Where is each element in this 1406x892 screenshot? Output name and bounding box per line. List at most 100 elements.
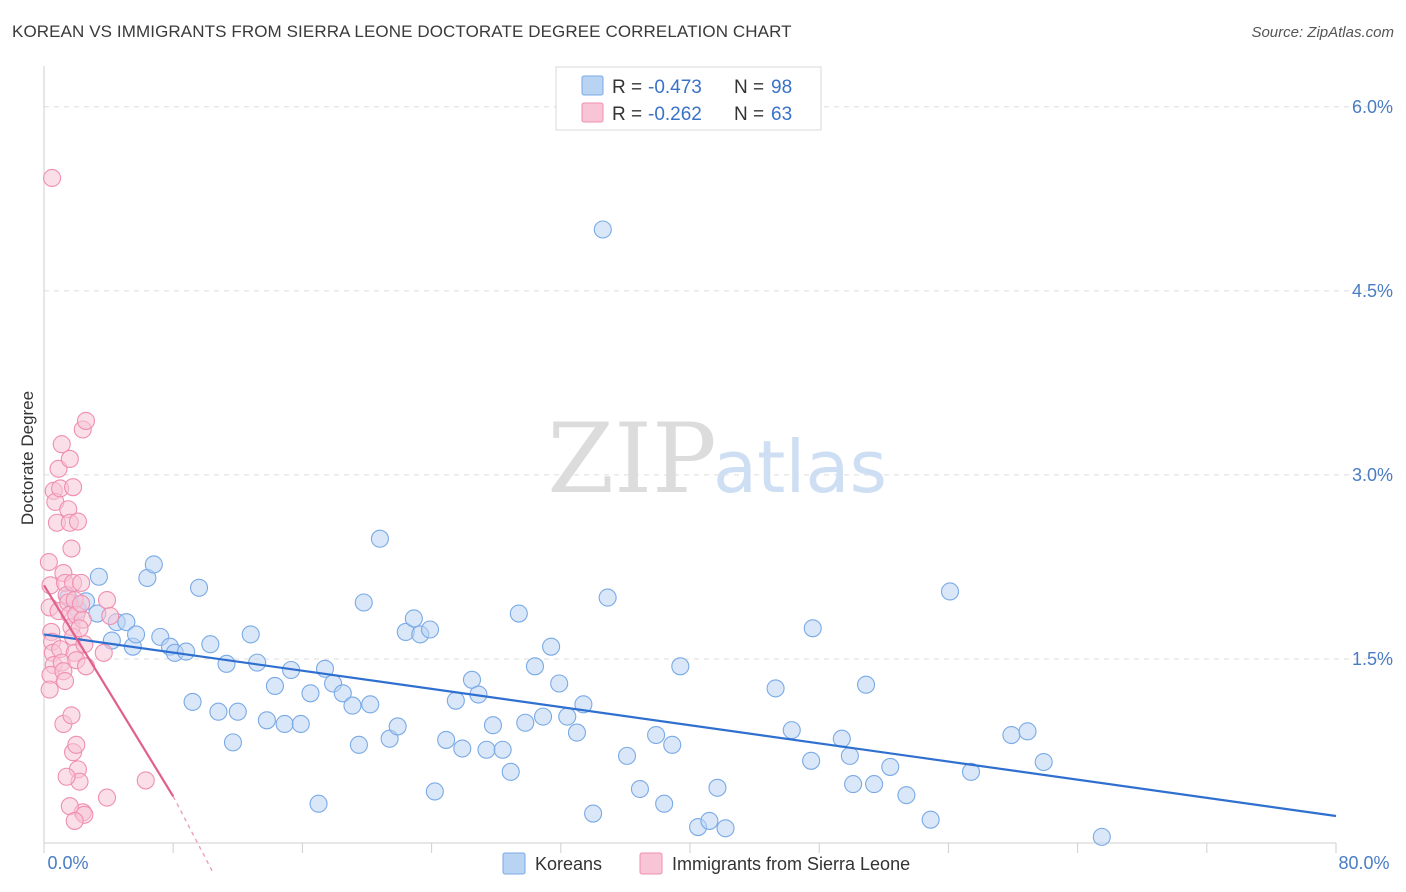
- point-koreans: [228, 702, 247, 721]
- point-koreans: [663, 735, 682, 754]
- point-koreans: [437, 730, 456, 749]
- legend-r-value: -0.262: [648, 104, 702, 125]
- point-sierra-leone: [64, 478, 83, 497]
- point-sierra-leone: [39, 552, 58, 572]
- point-koreans: [477, 740, 496, 759]
- point-koreans: [388, 717, 407, 736]
- bottom-legend-koreans: Koreans: [535, 854, 602, 874]
- point-koreans: [420, 620, 440, 639]
- point-koreans: [333, 684, 352, 703]
- point-sierra-leone: [43, 168, 62, 188]
- watermark: ZIP atlas: [547, 403, 887, 515]
- point-koreans: [630, 779, 649, 799]
- point-koreans: [493, 740, 512, 759]
- point-sierra-leone: [52, 435, 71, 454]
- point-koreans: [309, 794, 328, 813]
- point-koreans: [897, 786, 916, 805]
- point-sierra-leone: [76, 657, 96, 676]
- bottom-legend-sierra-leone: Immigrants from Sierra Leone: [672, 854, 910, 874]
- tick-labels: 1.5% 3.0% 4.5% 6.0% 0.0% 80.0%: [47, 97, 1393, 873]
- point-sierra-leone: [67, 735, 86, 754]
- point-koreans: [301, 684, 320, 703]
- point-koreans: [349, 735, 368, 754]
- point-koreans: [766, 679, 785, 698]
- trend-line-sierra-leone-extension: [172, 796, 215, 874]
- point-koreans: [671, 657, 690, 676]
- point-koreans: [343, 696, 362, 715]
- point-sierra-leone: [101, 606, 120, 626]
- point-koreans: [144, 555, 163, 574]
- point-koreans: [558, 707, 577, 726]
- point-sierra-leone: [40, 680, 59, 699]
- point-koreans: [647, 725, 666, 745]
- point-sierra-leone: [62, 706, 81, 725]
- point-koreans: [803, 619, 822, 638]
- legend-swatch-sierra-leone: [581, 102, 604, 123]
- chart-title: KOREAN VS IMMIGRANTS FROM SIERRA LEONE D…: [12, 22, 792, 41]
- point-koreans: [802, 751, 821, 770]
- point-koreans: [1002, 725, 1021, 745]
- point-koreans: [354, 593, 373, 612]
- point-koreans: [257, 711, 276, 730]
- point-koreans: [201, 635, 220, 654]
- point-sierra-leone: [55, 671, 75, 691]
- trend-line-sierra-leone: [43, 584, 175, 797]
- point-koreans: [89, 567, 108, 586]
- points-layer: [39, 168, 1111, 846]
- point-koreans: [865, 775, 884, 794]
- point-koreans: [708, 778, 727, 797]
- y-tick-label: 3.0%: [1352, 465, 1393, 485]
- point-sierra-leone: [94, 643, 113, 662]
- point-sierra-leone: [60, 449, 79, 469]
- point-koreans: [921, 810, 940, 829]
- point-koreans: [881, 757, 900, 776]
- y-tick-label: 4.5%: [1352, 281, 1393, 301]
- point-koreans: [291, 714, 310, 734]
- legend-box: R = -0.473 N = 98 R = -0.262 N = 63: [555, 66, 822, 131]
- point-koreans: [617, 746, 637, 765]
- point-koreans: [856, 675, 876, 694]
- legend-n-label: N =: [734, 77, 764, 98]
- point-koreans: [241, 625, 260, 644]
- point-koreans: [598, 588, 617, 607]
- point-koreans: [940, 582, 960, 601]
- legend-r-value: -0.473: [648, 77, 702, 98]
- point-koreans: [404, 609, 423, 628]
- point-koreans: [567, 723, 587, 742]
- point-koreans: [483, 716, 503, 735]
- bottom-legend: Koreans Immigrants from Sierra Leone: [502, 852, 910, 875]
- point-koreans: [1018, 722, 1037, 741]
- point-koreans: [516, 713, 535, 732]
- point-sierra-leone: [136, 771, 155, 790]
- gridlines: [44, 106, 1394, 660]
- point-koreans: [550, 674, 569, 693]
- point-koreans: [716, 819, 735, 838]
- x-tick-label: 0.0%: [47, 853, 88, 873]
- trend-line-koreans: [43, 633, 1337, 818]
- point-koreans: [655, 794, 674, 813]
- watermark-zip: ZIP: [547, 403, 716, 515]
- point-koreans: [1092, 827, 1111, 846]
- point-koreans: [183, 692, 202, 711]
- y-tick-label: 6.0%: [1352, 97, 1393, 117]
- bottom-legend-swatch-sierra-leone: [639, 852, 663, 875]
- point-koreans: [782, 721, 801, 740]
- legend-r-label: R =: [612, 104, 642, 125]
- point-koreans: [209, 702, 228, 721]
- point-koreans: [525, 657, 545, 676]
- point-koreans: [1034, 752, 1053, 772]
- point-koreans: [700, 811, 719, 830]
- x-tick-label: 80.0%: [1338, 853, 1389, 873]
- legend-swatch-koreans: [581, 75, 604, 96]
- point-koreans: [189, 578, 209, 597]
- point-sierra-leone: [65, 811, 84, 830]
- point-koreans: [501, 762, 520, 781]
- point-koreans: [127, 625, 146, 644]
- point-sierra-leone: [57, 767, 76, 786]
- legend-n-value: 98: [771, 77, 792, 98]
- legend-n-label: N =: [734, 104, 764, 125]
- point-koreans: [223, 733, 243, 752]
- point-koreans: [177, 642, 196, 661]
- point-sierra-leone: [68, 512, 87, 531]
